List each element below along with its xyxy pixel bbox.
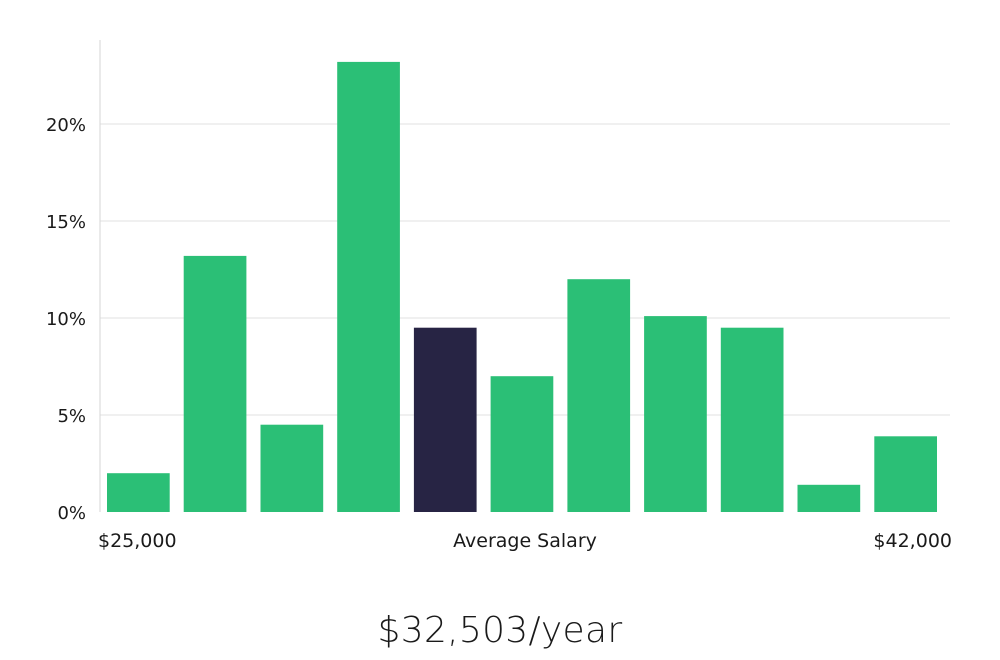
bar [107, 473, 170, 512]
bar [874, 436, 937, 512]
y-tick-label: 15% [46, 212, 86, 233]
bars [107, 61, 937, 513]
y-tick-label: 10% [46, 309, 86, 330]
bar [490, 376, 554, 512]
bar [183, 255, 247, 512]
average-salary-value: $32,503/year [377, 610, 623, 651]
bar [337, 61, 400, 513]
y-tick-label: 20% [46, 115, 86, 136]
bar [720, 327, 784, 512]
y-tick-label: 5% [57, 406, 86, 427]
salary-distribution-chart: 0% 5% 10% 15% 20% $25,000 Average Salary $42… [46, 40, 952, 552]
x-axis-min-label: $25,000 [98, 530, 177, 552]
y-tick-label: 0% [57, 503, 86, 524]
bar [797, 484, 861, 512]
x-axis-max-label: $42,000 [873, 530, 952, 552]
x-axis-title: Average Salary [453, 530, 597, 552]
bar [644, 316, 707, 512]
bar [567, 279, 631, 512]
bar [260, 424, 324, 512]
bar-highlighted [413, 327, 477, 512]
y-tick-labels: 0% 5% 10% 15% 20% [46, 115, 86, 524]
